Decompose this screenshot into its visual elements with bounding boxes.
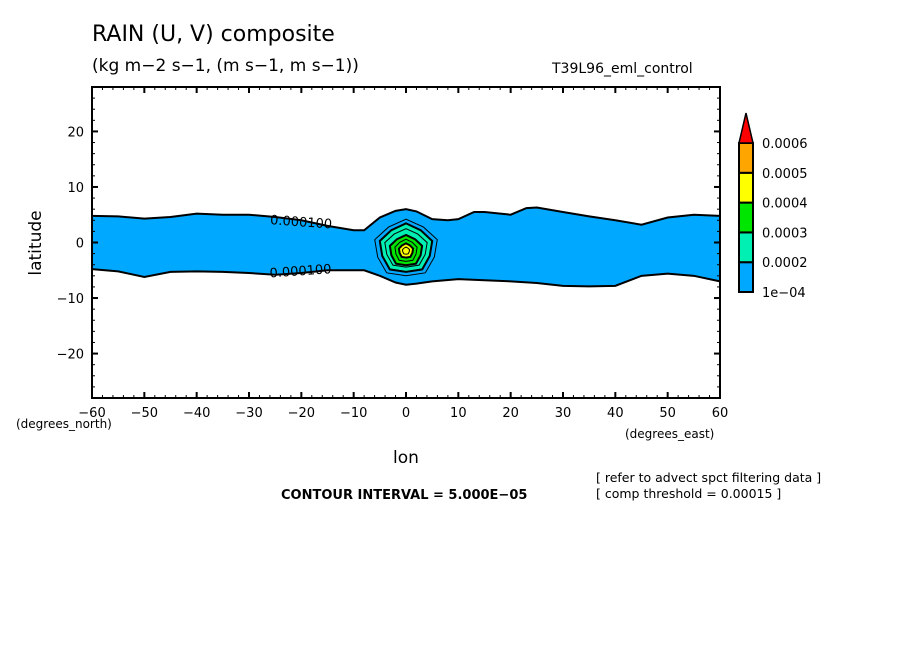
chart-subtitle: (kg m−2 s−1, (m s−1, m s−1)) — [92, 56, 359, 76]
x-tick-label: −20 — [288, 406, 315, 421]
y-tick-label: −10 — [57, 292, 84, 307]
colorbar-label: 0.0006 — [762, 137, 808, 152]
colorbar-label: 1e−04 — [762, 286, 806, 301]
x-tick-label: 10 — [450, 406, 467, 421]
contour-label-south: 0.000100 — [269, 262, 332, 281]
colorbar-segment — [738, 231, 754, 264]
y-axis-title: latitude — [26, 210, 46, 275]
x-tick-label: −50 — [131, 406, 158, 421]
colorbar-label: 0.0002 — [762, 256, 808, 271]
y-tick-label: 0 — [76, 237, 84, 252]
contour-line-south — [91, 268, 721, 288]
colorbar-segment — [738, 201, 754, 234]
colorbar-label: 0.0004 — [762, 197, 808, 212]
y-tick-label: −20 — [57, 348, 84, 363]
x-tick-label: 60 — [712, 406, 729, 421]
x-tick-label: 20 — [502, 406, 519, 421]
y-tick-label: 20 — [67, 125, 84, 140]
x-tick-label: 50 — [659, 406, 676, 421]
colorbar-extend-arrow — [738, 112, 754, 144]
x-tick-label: −10 — [340, 406, 367, 421]
y-axis-units: (degrees_north) — [16, 417, 112, 431]
filter-note: [ refer to advect spct filtering data ] — [596, 470, 822, 485]
y-tick-label: 10 — [67, 181, 84, 196]
colorbar-label: 0.0003 — [762, 226, 808, 241]
experiment-label: T39L96_eml_control — [552, 61, 693, 77]
colorbar-segment — [738, 171, 754, 204]
x-tick-label: 30 — [555, 406, 572, 421]
x-tick-label: −60 — [78, 406, 105, 421]
colorbar-segment — [738, 261, 754, 294]
colorbar-label: 0.0005 — [762, 167, 808, 182]
contour-label-north: 0.000100 — [270, 213, 333, 232]
x-tick-label: 40 — [607, 406, 624, 421]
contour-line-north — [91, 206, 721, 232]
x-axis-title: lon — [393, 448, 419, 468]
x-tick-label: −30 — [235, 406, 262, 421]
contour-interval-label: CONTOUR INTERVAL = 5.000E−05 — [281, 488, 528, 503]
x-tick-label: 0 — [402, 406, 410, 421]
x-tick-label: −40 — [183, 406, 210, 421]
colorbar-segment — [738, 142, 754, 174]
threshold-note: [ comp threshold = 0.00015 ] — [596, 486, 782, 501]
chart-title: RAIN (U, V) composite — [92, 22, 335, 47]
x-axis-units: (degrees_east) — [625, 427, 714, 441]
contour-ring — [401, 246, 411, 255]
